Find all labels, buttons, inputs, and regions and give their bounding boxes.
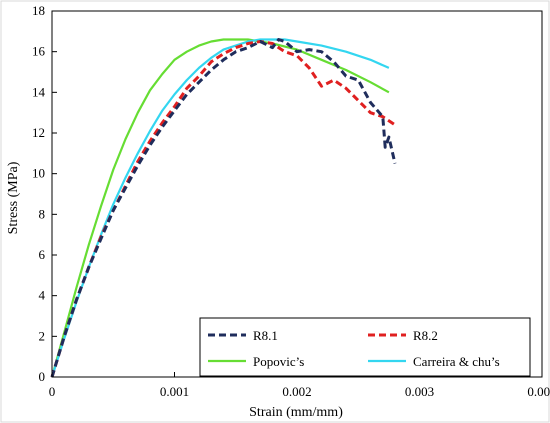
x-tick-label: 0.002 <box>282 384 311 399</box>
x-tick-label: 0.003 <box>405 384 434 399</box>
legend-label: Popovic’s <box>253 354 304 369</box>
series-line-r8-1 <box>50 38 397 378</box>
series-layer <box>50 38 397 378</box>
y-tick-label: 8 <box>39 206 46 221</box>
axes-layer: 0 0.001 0.002 0.003 0.004 0 2 4 6 8 10 12 14 16 18 <box>32 3 550 399</box>
series-line-popovic-s <box>50 38 390 378</box>
y-tick-label: 4 <box>39 288 46 303</box>
plot-area <box>51 10 543 378</box>
y-tick-label: 10 <box>32 166 45 181</box>
legend-label: R8.2 <box>413 328 438 343</box>
x-tick-label: 0.001 <box>160 384 189 399</box>
legend-label: Carreira & chu’s <box>413 354 500 369</box>
y-tick-label: 2 <box>39 328 46 343</box>
y-tick-label: 18 <box>32 3 45 18</box>
y-tick-label: 6 <box>39 247 46 262</box>
y-tick-label: 12 <box>32 125 45 140</box>
plot-border <box>51 10 543 378</box>
y-tick-label: 16 <box>32 44 46 59</box>
legend-label: R8.1 <box>253 328 278 343</box>
y-tick-label: 14 <box>32 84 46 99</box>
series-line-carreira-chu-s <box>50 38 390 378</box>
y-tick-label: 0 <box>39 369 46 384</box>
legend: R8.1 R8.2 Popovic’s Carreira & chu’s <box>199 317 531 377</box>
x-axis-title: Strain (mm/mm) <box>249 405 343 420</box>
y-axis-title: Stress (MPa) <box>6 161 21 234</box>
x-tick-label: 0 <box>49 384 56 399</box>
x-tick-label: 0.004 <box>527 384 550 399</box>
legend-box <box>199 317 531 377</box>
